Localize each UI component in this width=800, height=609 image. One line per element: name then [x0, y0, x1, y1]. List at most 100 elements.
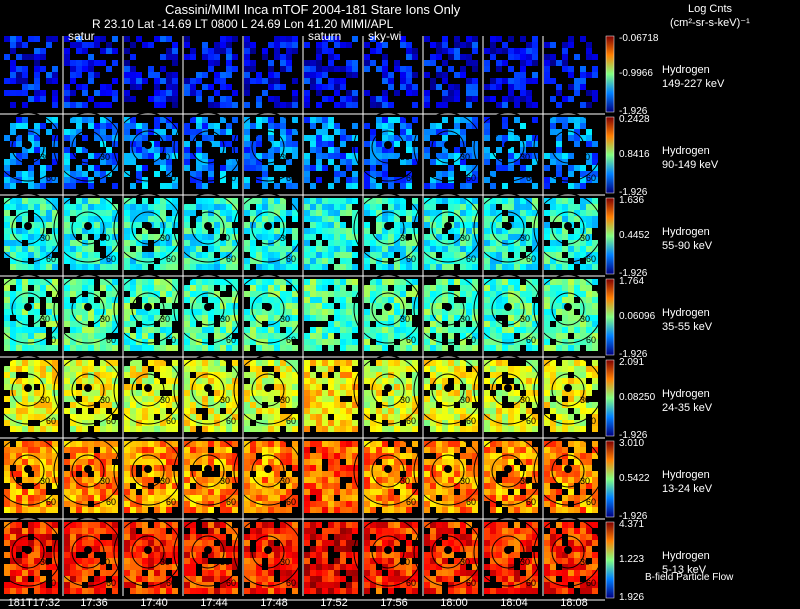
colorbar-0	[605, 35, 615, 113]
ring-inner	[431, 130, 465, 164]
panel-1-5	[304, 117, 358, 189]
ring-inner	[431, 373, 465, 407]
panel-6-6: 30 60	[353, 517, 423, 594]
ring-label-30: 30	[220, 314, 230, 324]
ring-label-30: 30	[460, 233, 470, 243]
ring-label-60: 60	[226, 497, 236, 507]
band-energy-label: 55-90 keV	[662, 240, 713, 252]
ring-label-30: 30	[460, 314, 470, 324]
column-tag: saturn	[308, 29, 342, 43]
colorbar-max-label: 3.010	[619, 438, 645, 449]
panel-5-0: 30 60	[0, 436, 63, 513]
ring-inner	[491, 535, 525, 569]
ring-label-30: 30	[460, 152, 470, 162]
column-tag: satur	[68, 29, 95, 43]
footer-label: B-field Particle Flow	[645, 572, 734, 583]
ring-inner	[371, 373, 405, 407]
colorbar-min-label: -1.926	[619, 349, 648, 360]
time-label: 17:52	[320, 597, 348, 609]
time-label: 17:48	[260, 597, 288, 609]
panel-4-0: 30 60	[0, 355, 63, 432]
ring-label-60: 60	[406, 335, 416, 345]
ring-label-60: 60	[526, 578, 536, 588]
ring-outer	[233, 112, 303, 182]
ring-label-60: 60	[466, 173, 476, 183]
ring-outer	[413, 193, 483, 263]
ring-outer	[113, 274, 183, 344]
band-species-label: Hydrogen	[662, 64, 710, 76]
planet-marker	[144, 465, 152, 473]
ring-label-30: 30	[580, 557, 590, 567]
ring-outer	[233, 436, 303, 506]
panel-4-6: 30 60	[353, 355, 423, 432]
panel-0-2	[124, 36, 178, 108]
panel-1-7: 30 60	[413, 112, 483, 189]
ring-outer	[413, 517, 483, 587]
ring-label-60: 60	[586, 497, 596, 507]
planet-marker	[264, 141, 272, 149]
panel-2-1: 30 60	[53, 193, 123, 270]
panel-0-0	[4, 36, 58, 108]
ring-label-30: 30	[280, 233, 290, 243]
ring-label-60: 60	[226, 254, 236, 264]
ring-label-60: 60	[526, 254, 536, 264]
ring-label-60: 60	[106, 335, 116, 345]
panel-6-7: 30 60	[413, 517, 483, 594]
band-energy-label: 35-55 keV	[662, 321, 713, 333]
ring-label-60: 60	[466, 497, 476, 507]
ring-inner	[371, 454, 405, 488]
panel-3-9: 30 60	[533, 274, 603, 351]
band-species-label: Hydrogen	[662, 226, 710, 238]
planet-marker	[204, 384, 212, 392]
ring-label-30: 30	[220, 476, 230, 486]
ring-label-60: 60	[526, 335, 536, 345]
units-label: (cm²-sr-s-keV)⁻¹	[670, 17, 750, 29]
time-label: 17:36	[80, 597, 108, 609]
planet-marker	[24, 465, 32, 473]
ring-label-60: 60	[166, 416, 176, 426]
ring-label-60: 60	[466, 416, 476, 426]
ring-inner	[11, 211, 45, 245]
ring-inner	[551, 292, 585, 326]
planet-marker	[564, 303, 572, 311]
panel-0-9	[544, 36, 598, 108]
panel-5-4: 30 60	[233, 436, 303, 513]
ring-outer	[353, 355, 423, 425]
time-label: 17:40	[140, 597, 168, 609]
colorbar-mid-label: 0.5422	[619, 473, 650, 484]
ring-label-60: 60	[406, 173, 416, 183]
ring-label-60: 60	[106, 497, 116, 507]
panel-5-5	[304, 441, 358, 513]
ring-label-60: 60	[586, 254, 596, 264]
planet-marker	[384, 303, 392, 311]
ring-outer	[473, 274, 543, 344]
ring-outer	[173, 112, 243, 182]
ring-inner	[371, 130, 405, 164]
ring-label-30: 30	[460, 395, 470, 405]
ring-label-60: 60	[406, 254, 416, 264]
ring-label-30: 30	[40, 476, 50, 486]
panel-6-4: 30 60	[233, 517, 303, 594]
planet-marker	[384, 222, 392, 230]
ring-outer	[353, 274, 423, 344]
ring-outer	[473, 355, 543, 425]
panel-6-2: 30 60	[113, 517, 183, 594]
ring-inner	[71, 454, 105, 488]
ring-label-30: 30	[280, 476, 290, 486]
ring-label-60: 60	[226, 173, 236, 183]
ring-label-30: 30	[40, 314, 50, 324]
planet-marker	[264, 384, 272, 392]
colorbar-min-label: -1.926	[619, 187, 648, 198]
ring-label-30: 30	[40, 557, 50, 567]
ring-inner	[491, 373, 525, 407]
ring-label-60: 60	[466, 578, 476, 588]
ring-inner	[551, 454, 585, 488]
ring-inner	[11, 535, 45, 569]
band-energy-label: 149-227 keV	[662, 78, 725, 90]
time-label: 17:56	[380, 597, 408, 609]
colorbar-3	[605, 278, 615, 356]
ring-outer	[533, 517, 603, 587]
panel-0-4	[244, 36, 298, 108]
panel-3-7: 30 60	[413, 274, 483, 351]
ring-label-30: 30	[580, 314, 590, 324]
